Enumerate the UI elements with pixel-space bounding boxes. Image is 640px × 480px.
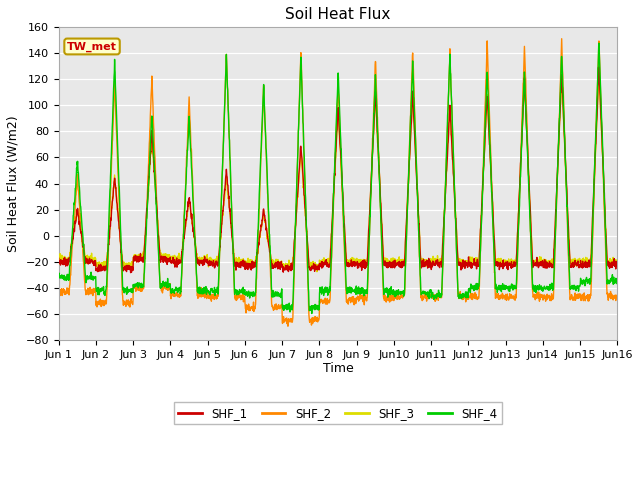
SHF_3	[55, 257, 63, 263]
SHF_2	[564, 253, 572, 259]
SHF_4	[500, 282, 508, 288]
SHF_3	[313, 269, 321, 275]
SHF_4	[595, 40, 603, 46]
SHF_1	[614, 264, 621, 269]
Line: SHF_3: SHF_3	[59, 73, 618, 272]
SHF_2	[55, 287, 63, 292]
SHF_4	[211, 285, 218, 290]
SHF_4	[355, 287, 362, 293]
X-axis label: Time: Time	[323, 362, 353, 375]
SHF_4	[367, 200, 374, 205]
SHF_2	[284, 324, 292, 329]
SHF_1	[500, 262, 508, 268]
SHF_2	[367, 198, 374, 204]
SHF_4	[55, 273, 63, 279]
SHF_3	[500, 263, 508, 268]
SHF_1	[355, 263, 362, 268]
SHF_4	[564, 237, 572, 242]
SHF_2	[614, 292, 621, 298]
SHF_1	[595, 64, 603, 70]
SHF_2	[580, 295, 588, 300]
Line: SHF_2: SHF_2	[59, 39, 618, 326]
SHF_3	[595, 70, 603, 76]
Legend: SHF_1, SHF_2, SHF_3, SHF_4: SHF_1, SHF_2, SHF_3, SHF_4	[173, 402, 502, 424]
SHF_3	[367, 192, 374, 198]
SHF_4	[308, 311, 316, 316]
SHF_2	[211, 294, 218, 300]
SHF_1	[580, 261, 588, 267]
SHF_3	[564, 220, 572, 226]
SHF_4	[580, 277, 588, 283]
SHF_3	[614, 259, 621, 265]
SHF_2	[500, 294, 508, 300]
SHF_1	[564, 219, 572, 225]
SHF_3	[211, 258, 218, 264]
SHF_3	[580, 259, 588, 265]
Text: TW_met: TW_met	[67, 41, 117, 52]
Line: SHF_4: SHF_4	[59, 43, 618, 313]
SHF_2	[558, 36, 566, 42]
SHF_1	[367, 192, 374, 198]
Line: SHF_1: SHF_1	[59, 67, 618, 273]
SHF_1	[211, 265, 219, 271]
SHF_1	[55, 255, 63, 261]
Title: Soil Heat Flux: Soil Heat Flux	[285, 7, 390, 22]
SHF_2	[355, 294, 362, 300]
SHF_3	[355, 257, 362, 263]
SHF_4	[614, 280, 621, 286]
Y-axis label: Soil Heat Flux (W/m2): Soil Heat Flux (W/m2)	[7, 115, 20, 252]
SHF_1	[127, 270, 134, 276]
